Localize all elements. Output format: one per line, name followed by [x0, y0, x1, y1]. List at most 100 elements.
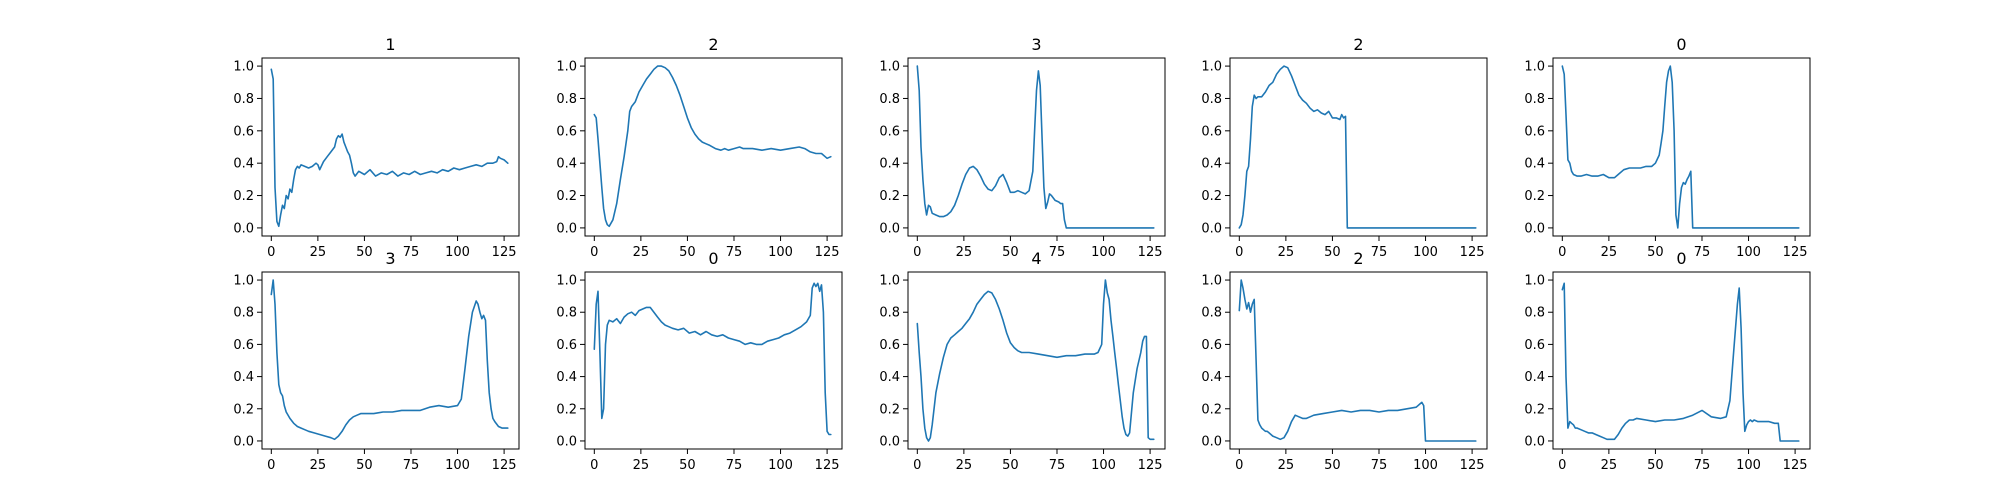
x-tick-label: 25: [1278, 458, 1295, 473]
x-tick-label: 50: [679, 245, 696, 260]
x-tick-label: 75: [1049, 245, 1066, 260]
x-tick-label: 125: [1460, 458, 1485, 473]
x-tick-label: 25: [633, 458, 650, 473]
x-tick-label: 125: [1783, 458, 1808, 473]
x-tick-label: 0: [590, 245, 598, 260]
x-tick-label: 0: [913, 245, 921, 260]
x-tick-label: 0: [590, 458, 598, 473]
x-tick-label: 75: [726, 458, 743, 473]
series-line: [593, 65, 832, 228]
x-tick-label: 0: [1235, 245, 1243, 260]
y-tick-label: 0.8: [879, 92, 900, 107]
y-tick-label: 0.6: [879, 338, 900, 353]
y-tick-label: 0.0: [1201, 221, 1222, 236]
subplot-title: 0: [1676, 35, 1686, 54]
x-tick-label: 0: [1558, 458, 1566, 473]
subplot-1: 1 0 25 50 75 100 125 0.0 0.2 0.4 0.6 0.8 1.0: [233, 35, 520, 260]
y-tick-label: 0.0: [233, 221, 254, 236]
y-tick-label: 0.8: [1201, 306, 1222, 321]
subplot-title: 0: [708, 249, 718, 268]
subplot-title: 2: [1353, 249, 1363, 268]
x-tick-label: 75: [1049, 458, 1066, 473]
x-tick-label: 25: [956, 245, 973, 260]
axes-frame: [261, 57, 520, 237]
x-tick-label: 50: [1324, 458, 1341, 473]
x-tick-label: 75: [403, 458, 420, 473]
y-tick-label: 1.0: [233, 274, 254, 289]
y-tick-label: 0.2: [233, 402, 254, 417]
y-tick-label: 0.4: [879, 157, 900, 172]
axes-frame: [584, 271, 843, 450]
subplot-title: 3: [1031, 35, 1041, 54]
x-tick-label: 100: [445, 458, 470, 473]
x-tick-label: 125: [492, 458, 517, 473]
y-tick-label: 0.0: [556, 221, 577, 236]
y-tick-label: 0.8: [556, 306, 577, 321]
series-line: [1238, 279, 1477, 442]
subplot-10: 0 0 25 50 75 100 125 0.0 0.2 0.4 0.6 0.8 1.0: [1524, 249, 1811, 473]
y-tick-label: 0.2: [556, 402, 577, 417]
y-tick-label: 0.6: [233, 338, 254, 353]
y-tick-label: 1.0: [1201, 274, 1222, 289]
x-tick-label: 100: [1413, 458, 1438, 473]
x-tick-label: 75: [403, 245, 420, 260]
y-tick-label: 0.8: [1524, 92, 1545, 107]
y-tick-label: 0.0: [233, 434, 254, 449]
series-line: [1561, 282, 1800, 442]
series-line: [270, 68, 509, 228]
x-tick-label: 25: [1601, 245, 1618, 260]
y-tick-label: 0.2: [233, 189, 254, 204]
y-tick-label: 1.0: [233, 60, 254, 75]
x-tick-label: 50: [1002, 458, 1019, 473]
y-tick-label: 0.4: [1524, 157, 1545, 172]
x-tick-label: 125: [1138, 245, 1163, 260]
y-tick-label: 0.8: [1201, 92, 1222, 107]
y-tick-label: 0.0: [879, 221, 900, 236]
y-tick-label: 0.6: [1201, 124, 1222, 139]
series-line: [593, 282, 832, 436]
x-tick-label: 0: [913, 458, 921, 473]
y-tick-label: 1.0: [1524, 274, 1545, 289]
y-tick-label: 0.2: [879, 402, 900, 417]
x-tick-label: 100: [1413, 245, 1438, 260]
x-tick-label: 100: [768, 245, 793, 260]
axes-frame: [1229, 271, 1488, 450]
y-tick-label: 1.0: [1524, 60, 1545, 75]
y-tick-label: 0.2: [1524, 402, 1545, 417]
y-tick-label: 1.0: [879, 60, 900, 75]
x-tick-label: 125: [815, 245, 840, 260]
subplot-9: 2 0 25 50 75 100 125 0.0 0.2 0.4 0.6 0.8 1.0: [1201, 249, 1488, 473]
subplot-title: 2: [708, 35, 718, 54]
axes-frame: [907, 57, 1166, 237]
x-tick-label: 75: [1694, 245, 1711, 260]
x-tick-label: 0: [1235, 458, 1243, 473]
axes-frame: [1552, 271, 1811, 450]
x-tick-label: 75: [726, 245, 743, 260]
x-tick-label: 125: [1460, 245, 1485, 260]
y-tick-label: 0.0: [1524, 434, 1545, 449]
x-tick-label: 125: [492, 245, 517, 260]
series-line: [1561, 65, 1800, 229]
x-tick-label: 50: [356, 245, 373, 260]
y-tick-label: 0.6: [233, 124, 254, 139]
x-tick-label: 125: [1783, 245, 1808, 260]
subplot-title: 0: [1676, 249, 1686, 268]
x-tick-label: 50: [1647, 245, 1664, 260]
x-tick-label: 75: [1371, 458, 1388, 473]
y-tick-label: 1.0: [879, 274, 900, 289]
subplot-6: 3 0 25 50 75 100 125 0.0 0.2 0.4 0.6 0.8 1.0: [233, 249, 520, 473]
x-tick-label: 25: [310, 458, 327, 473]
subplot-4: 2 0 25 50 75 100 125 0.0 0.2 0.4 0.6 0.8 1.0: [1201, 35, 1488, 260]
series-line: [916, 65, 1155, 229]
x-tick-label: 75: [1694, 458, 1711, 473]
subplot-title: 2: [1353, 35, 1363, 54]
y-tick-label: 0.2: [1524, 189, 1545, 204]
y-tick-label: 1.0: [556, 60, 577, 75]
subplot-8: 4 0 25 50 75 100 125 0.0 0.2 0.4 0.6 0.8 1.0: [879, 249, 1166, 473]
y-tick-label: 0.0: [879, 434, 900, 449]
y-tick-label: 0.2: [879, 189, 900, 204]
y-tick-label: 0.8: [1524, 306, 1545, 321]
y-tick-label: 1.0: [556, 274, 577, 289]
y-tick-label: 0.4: [233, 370, 254, 385]
